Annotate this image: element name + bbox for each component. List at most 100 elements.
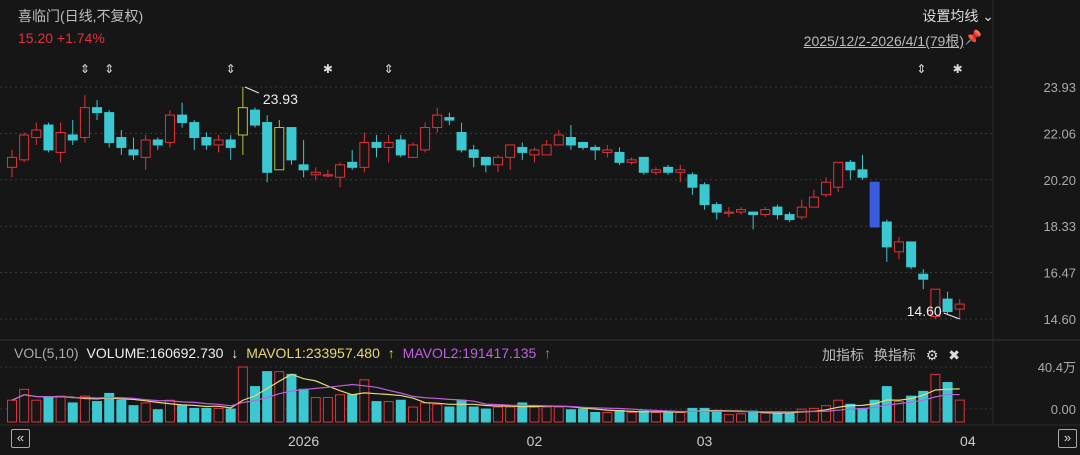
candle [942, 291, 953, 315]
candle [213, 134, 224, 153]
candle [906, 241, 917, 270]
candle [432, 107, 443, 133]
candle [736, 207, 746, 215]
candle [857, 154, 868, 180]
volume-bar [772, 412, 783, 423]
candle-body [347, 161, 358, 168]
candle-body [517, 146, 528, 153]
volume-bar [675, 411, 686, 423]
gear-icon[interactable]: ⚙ [925, 347, 939, 363]
updown-arrow-icon[interactable]: ⇕ [104, 62, 114, 76]
asterisk-icon[interactable]: ✱ [953, 62, 963, 76]
candle-body [541, 144, 552, 156]
candle-body [833, 161, 844, 188]
candle-body [7, 156, 17, 168]
updown-arrow-icon[interactable]: ⇕ [384, 62, 394, 76]
candle-body [918, 273, 929, 280]
candle [687, 172, 698, 195]
candle [43, 122, 54, 153]
candle-body [699, 184, 710, 206]
switch-indicator-button[interactable]: 换指标 [873, 347, 916, 363]
candle [614, 147, 625, 165]
volume-bar [480, 408, 491, 423]
candle-body [395, 139, 406, 156]
volume-bar [833, 399, 844, 423]
volume-bar [663, 411, 674, 423]
volume-bar [92, 401, 103, 423]
volume-bar [505, 406, 516, 423]
close-circle-icon[interactable]: ✖ [948, 347, 960, 363]
volume-bar [274, 371, 285, 423]
price-tick-label: 14.60 [1043, 312, 1076, 327]
candle [152, 137, 163, 150]
candle [286, 127, 297, 165]
date-range-link[interactable]: 2025/12/2-2026/4/1(79根) [803, 33, 964, 49]
volume-bar [857, 407, 868, 423]
add-indicator-button[interactable]: 加指标 [822, 347, 864, 363]
volume-bar [578, 408, 589, 423]
candle-body [893, 241, 904, 253]
candle [869, 181, 880, 228]
candle [189, 120, 200, 150]
candle [881, 219, 892, 262]
candle [748, 211, 759, 230]
high-price-label: 23.93 [263, 91, 298, 107]
updown-arrow-icon[interactable]: ⇕ [916, 62, 926, 76]
candle [140, 134, 151, 170]
updown-arrow-icon[interactable]: ⇕ [226, 62, 236, 76]
candle-body [687, 174, 698, 188]
candle-body [578, 141, 589, 148]
candle [821, 177, 832, 198]
volume-bar [565, 409, 576, 423]
candle [493, 154, 503, 173]
candle-body [736, 209, 746, 213]
volume-bar [407, 406, 418, 423]
ma-setting-dropdown[interactable]: 设置均线 ⌄ [922, 8, 994, 24]
volume-bar [262, 371, 273, 423]
date-axis-label: 02 [527, 433, 543, 449]
candle [893, 236, 904, 260]
price-quote: 15.20 +1.74% [18, 30, 105, 46]
asterisk-icon[interactable]: ✱ [323, 62, 333, 76]
candle [116, 130, 127, 155]
candle-body [565, 136, 576, 146]
candle [808, 189, 819, 208]
scroll-left-button[interactable]: « [11, 429, 30, 448]
candle [845, 159, 856, 180]
candle-body [675, 169, 686, 173]
candle-body [954, 303, 965, 310]
candle-body [638, 156, 649, 173]
candle-body [723, 211, 734, 214]
volume-bar [55, 395, 66, 423]
candle [529, 147, 540, 163]
candle-body [784, 214, 795, 221]
candle-body [359, 141, 370, 168]
candle [541, 139, 552, 156]
candle [638, 156, 649, 175]
candle [322, 169, 333, 178]
candle [67, 120, 78, 145]
volume-bar [7, 399, 17, 423]
candle-body [748, 211, 759, 216]
volume-bar [760, 412, 771, 423]
volume-bar [359, 379, 370, 423]
candle [468, 144, 479, 168]
candle [347, 149, 358, 170]
volume-bar [821, 405, 832, 423]
candle-body [808, 196, 819, 208]
candle-body [553, 134, 564, 146]
scroll-right-button[interactable]: » [1058, 429, 1077, 448]
volume-bar [954, 399, 965, 423]
pin-icon[interactable]: 📌 [964, 29, 982, 45]
volume-bar [152, 409, 163, 423]
volume-bar [43, 396, 54, 423]
mavol2-line [11, 383, 960, 413]
candle-body [67, 134, 78, 141]
candle-body [711, 204, 722, 213]
updown-arrow-icon[interactable]: ⇕ [80, 62, 90, 76]
candle-body [286, 127, 297, 161]
candle-body [128, 149, 139, 156]
candle [833, 161, 844, 193]
candle-body [335, 164, 346, 178]
